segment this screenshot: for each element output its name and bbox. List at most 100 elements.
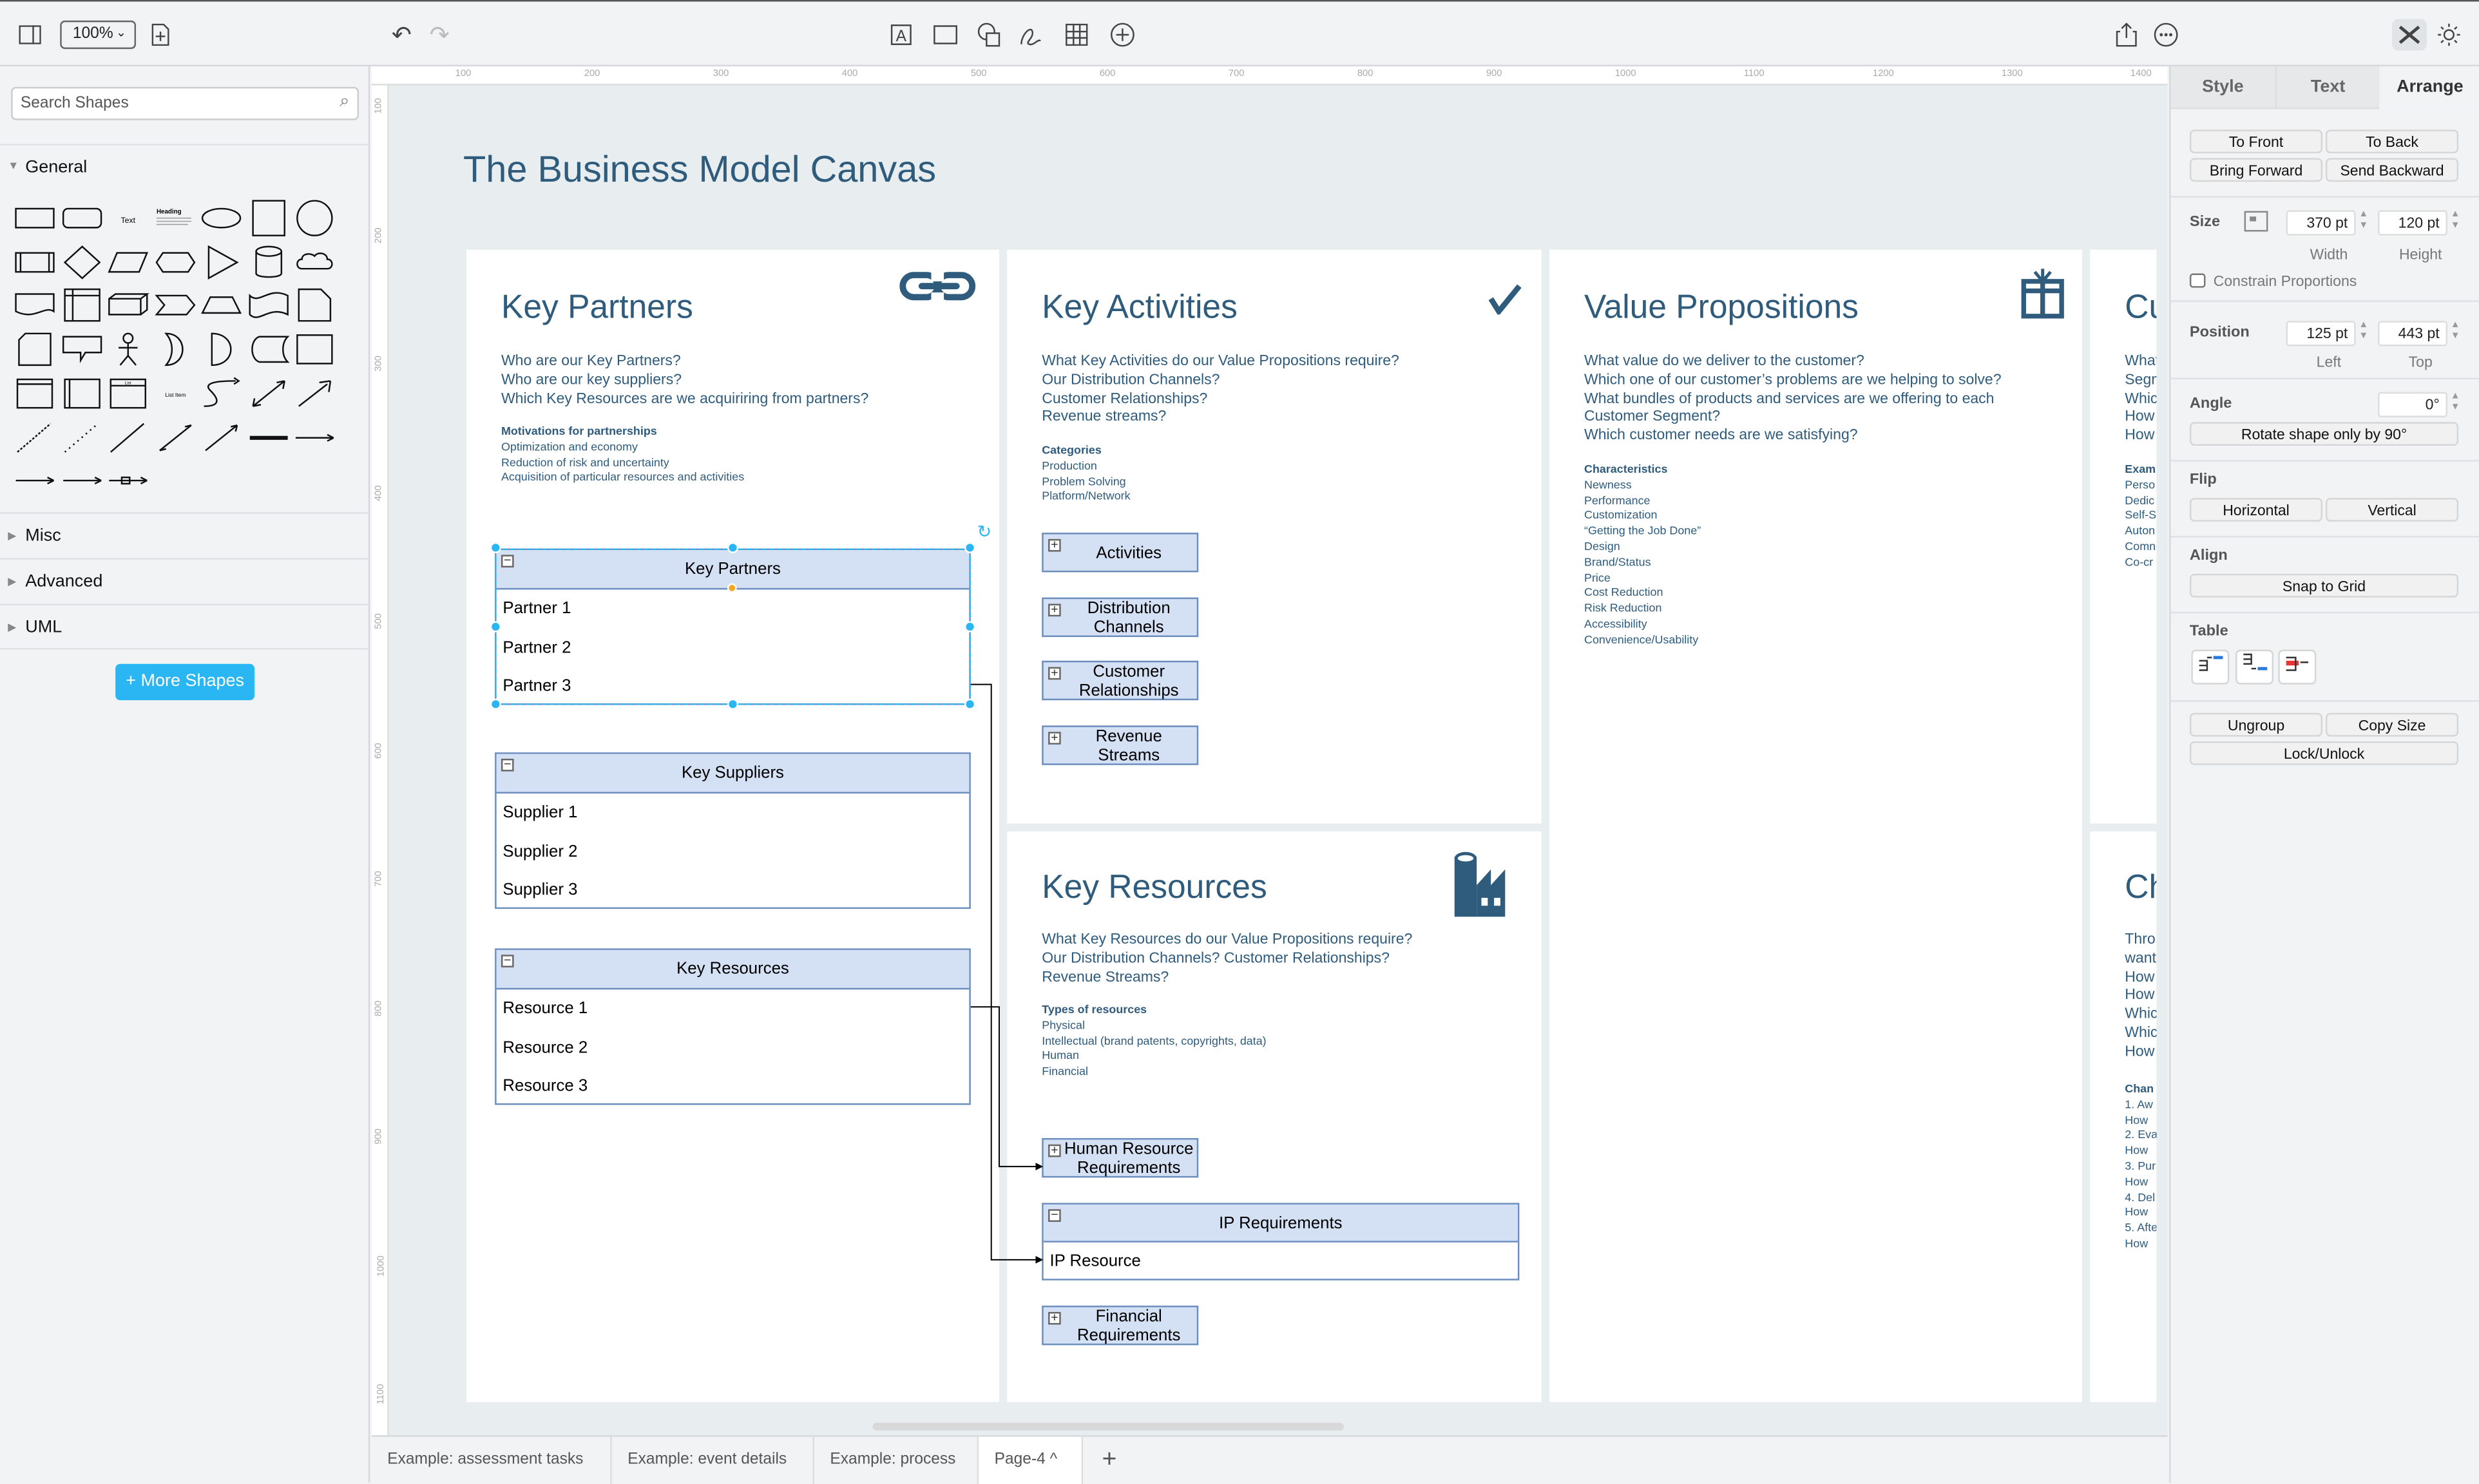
shape-trapezoid-icon[interactable] [199, 287, 244, 325]
height-input[interactable]: 120 pt [2377, 210, 2447, 236]
resize-handle[interactable] [964, 542, 976, 553]
shape-dashed-line-icon[interactable] [13, 418, 57, 456]
table-row[interactable]: Partner 3 [503, 676, 571, 696]
expand-icon[interactable]: + [1048, 666, 1061, 680]
expand-icon[interactable]: + [1048, 1311, 1061, 1325]
expand-icon[interactable]: + [1048, 731, 1061, 745]
shape-hexagon-icon[interactable] [153, 243, 197, 281]
rotate-90-button[interactable]: Rotate shape only by 90° [2189, 422, 2459, 446]
shape-cylinder-icon[interactable] [246, 243, 291, 281]
shape-arrow-icon[interactable] [292, 374, 337, 412]
panel-value-propositions[interactable]: Value Propositions What value do we deli… [1549, 249, 2083, 1402]
box-revenue-streams[interactable]: + Revenue Streams [1042, 725, 1199, 765]
resize-handle[interactable] [727, 542, 739, 553]
rectangle-icon[interactable] [930, 19, 961, 50]
table-header[interactable]: − IP Requirements [1043, 1204, 1518, 1242]
shape-internal-storage-icon[interactable] [59, 287, 104, 325]
connection-handle[interactable] [727, 583, 737, 593]
table-row[interactable]: Supplier 1 [503, 803, 578, 823]
page-tab[interactable]: Example: event details [612, 1436, 814, 1484]
shape-card-icon[interactable] [13, 330, 57, 368]
panel-customer-relationships[interactable]: Cu WhatSegmWhicHowHow ExamPersoDedicSelf… [2090, 249, 2157, 824]
expand-icon[interactable]: + [1048, 603, 1061, 617]
shape-text-icon[interactable]: Text [106, 199, 150, 237]
to-front-button[interactable]: To Front [2189, 129, 2323, 154]
angle-stepper[interactable]: ▲ ▼ [2450, 392, 2460, 413]
table-key-resources[interactable]: − Key Resources Resource 1 Resource 2 Res… [495, 948, 971, 1105]
resize-handle[interactable] [727, 698, 739, 710]
shape-data-storage-icon[interactable] [246, 330, 291, 368]
insert-icon[interactable] [1107, 19, 1138, 50]
angle-input[interactable]: 0° [2377, 392, 2447, 417]
table-icon[interactable] [1061, 19, 1093, 50]
top-stepper[interactable]: ▲ ▼ [2450, 321, 2460, 342]
shape-bidirectional-arrow-icon[interactable] [246, 374, 291, 412]
resize-handle[interactable] [490, 542, 501, 553]
shape-document-icon[interactable] [13, 287, 57, 325]
flip-horizontal-button[interactable]: Horizontal [2189, 498, 2323, 522]
shape-list-icon[interactable]: List [106, 374, 150, 412]
shape-and-icon[interactable] [199, 330, 244, 368]
tab-text[interactable]: Text [2275, 66, 2380, 109]
shape-process-icon[interactable] [13, 243, 57, 281]
table-row[interactable]: Partner 1 [503, 599, 571, 618]
zoom-select[interactable]: 100% ⌄ [60, 20, 137, 50]
lock-unlock-button[interactable]: Lock/Unlock [2189, 741, 2459, 765]
section-general[interactable]: ▼ General [0, 144, 370, 188]
table-row[interactable]: IP Resource [1049, 1251, 1141, 1271]
page-tab-active[interactable]: Page-4 ^ [979, 1436, 1084, 1484]
theme-icon[interactable] [2433, 19, 2465, 50]
resize-handle[interactable] [490, 621, 501, 633]
sidebar-toggle-icon[interactable] [14, 19, 46, 50]
to-back-button[interactable]: To Back [2325, 129, 2459, 154]
width-stepper[interactable]: ▲ ▼ [2359, 210, 2369, 231]
collapse-icon[interactable]: − [1048, 1208, 1061, 1222]
more-shapes-button[interactable]: + More Shapes [115, 663, 255, 701]
copy-size-button[interactable]: Copy Size [2325, 712, 2459, 737]
shape-circle-icon[interactable] [292, 199, 337, 237]
shape-connector-with-label-icon[interactable] [292, 418, 337, 456]
freehand-icon[interactable] [1015, 19, 1047, 50]
resize-handle[interactable] [964, 621, 976, 633]
shapes-icon[interactable] [974, 19, 1006, 50]
page-title[interactable]: The Business Model Canvas [463, 148, 937, 190]
add-page-button[interactable]: + [1102, 1446, 1117, 1474]
box-activities[interactable]: + Activities [1042, 533, 1199, 573]
shape-bidirectional-connector-icon[interactable] [153, 418, 197, 456]
shape-line-icon[interactable] [106, 418, 150, 456]
bring-forward-button[interactable]: Bring Forward [2189, 158, 2323, 182]
horizontal-scrollbar[interactable] [872, 1422, 1344, 1431]
section-advanced[interactable]: ▶ Advanced [0, 558, 370, 602]
autosize-icon[interactable] [2243, 210, 2268, 232]
top-input[interactable]: 443 pt [2377, 321, 2447, 347]
left-stepper[interactable]: ▲ ▼ [2359, 321, 2369, 342]
format-panel-icon[interactable] [2392, 19, 2427, 51]
shape-actor-icon[interactable] [106, 330, 150, 368]
shape-note-icon[interactable] [292, 287, 337, 325]
table-header[interactable]: − Key Suppliers [496, 754, 970, 794]
expand-icon[interactable]: + [1048, 538, 1061, 552]
more-icon[interactable] [2150, 19, 2182, 50]
insert-column-after-icon[interactable] [2235, 649, 2273, 685]
rotate-handle-icon[interactable]: ↻ [977, 523, 992, 542]
ungroup-button[interactable]: Ungroup [2189, 712, 2323, 737]
shape-list-item-icon[interactable]: List Item [153, 374, 197, 412]
shape-step-icon[interactable] [153, 287, 197, 325]
search-icon[interactable]: ⌕ [340, 91, 350, 111]
box-customer-relationships[interactable]: + Customer Relationships [1042, 660, 1199, 701]
left-input[interactable]: 125 pt [2286, 321, 2356, 347]
insert-column-before-icon[interactable] [2191, 649, 2230, 685]
constrain-proportions-checkbox[interactable] [2189, 273, 2206, 288]
shape-curve-icon[interactable] [199, 374, 244, 412]
redo-icon[interactable]: ↷ [429, 22, 450, 50]
shape-dotted-line-icon[interactable] [59, 418, 104, 456]
box-financial-requirements[interactable]: + Financial Requirements [1042, 1306, 1199, 1346]
tab-arrange[interactable]: Arrange [2379, 66, 2479, 109]
collapse-icon[interactable]: − [501, 554, 514, 568]
section-misc[interactable]: ▶ Misc [0, 512, 370, 556]
box-distribution-channels[interactable]: + Distribution Channels [1042, 597, 1199, 638]
resize-handle[interactable] [964, 698, 976, 710]
width-input[interactable]: 370 pt [2286, 210, 2356, 236]
table-row[interactable]: Supplier 3 [503, 880, 578, 900]
shape-tape-icon[interactable] [246, 287, 291, 325]
